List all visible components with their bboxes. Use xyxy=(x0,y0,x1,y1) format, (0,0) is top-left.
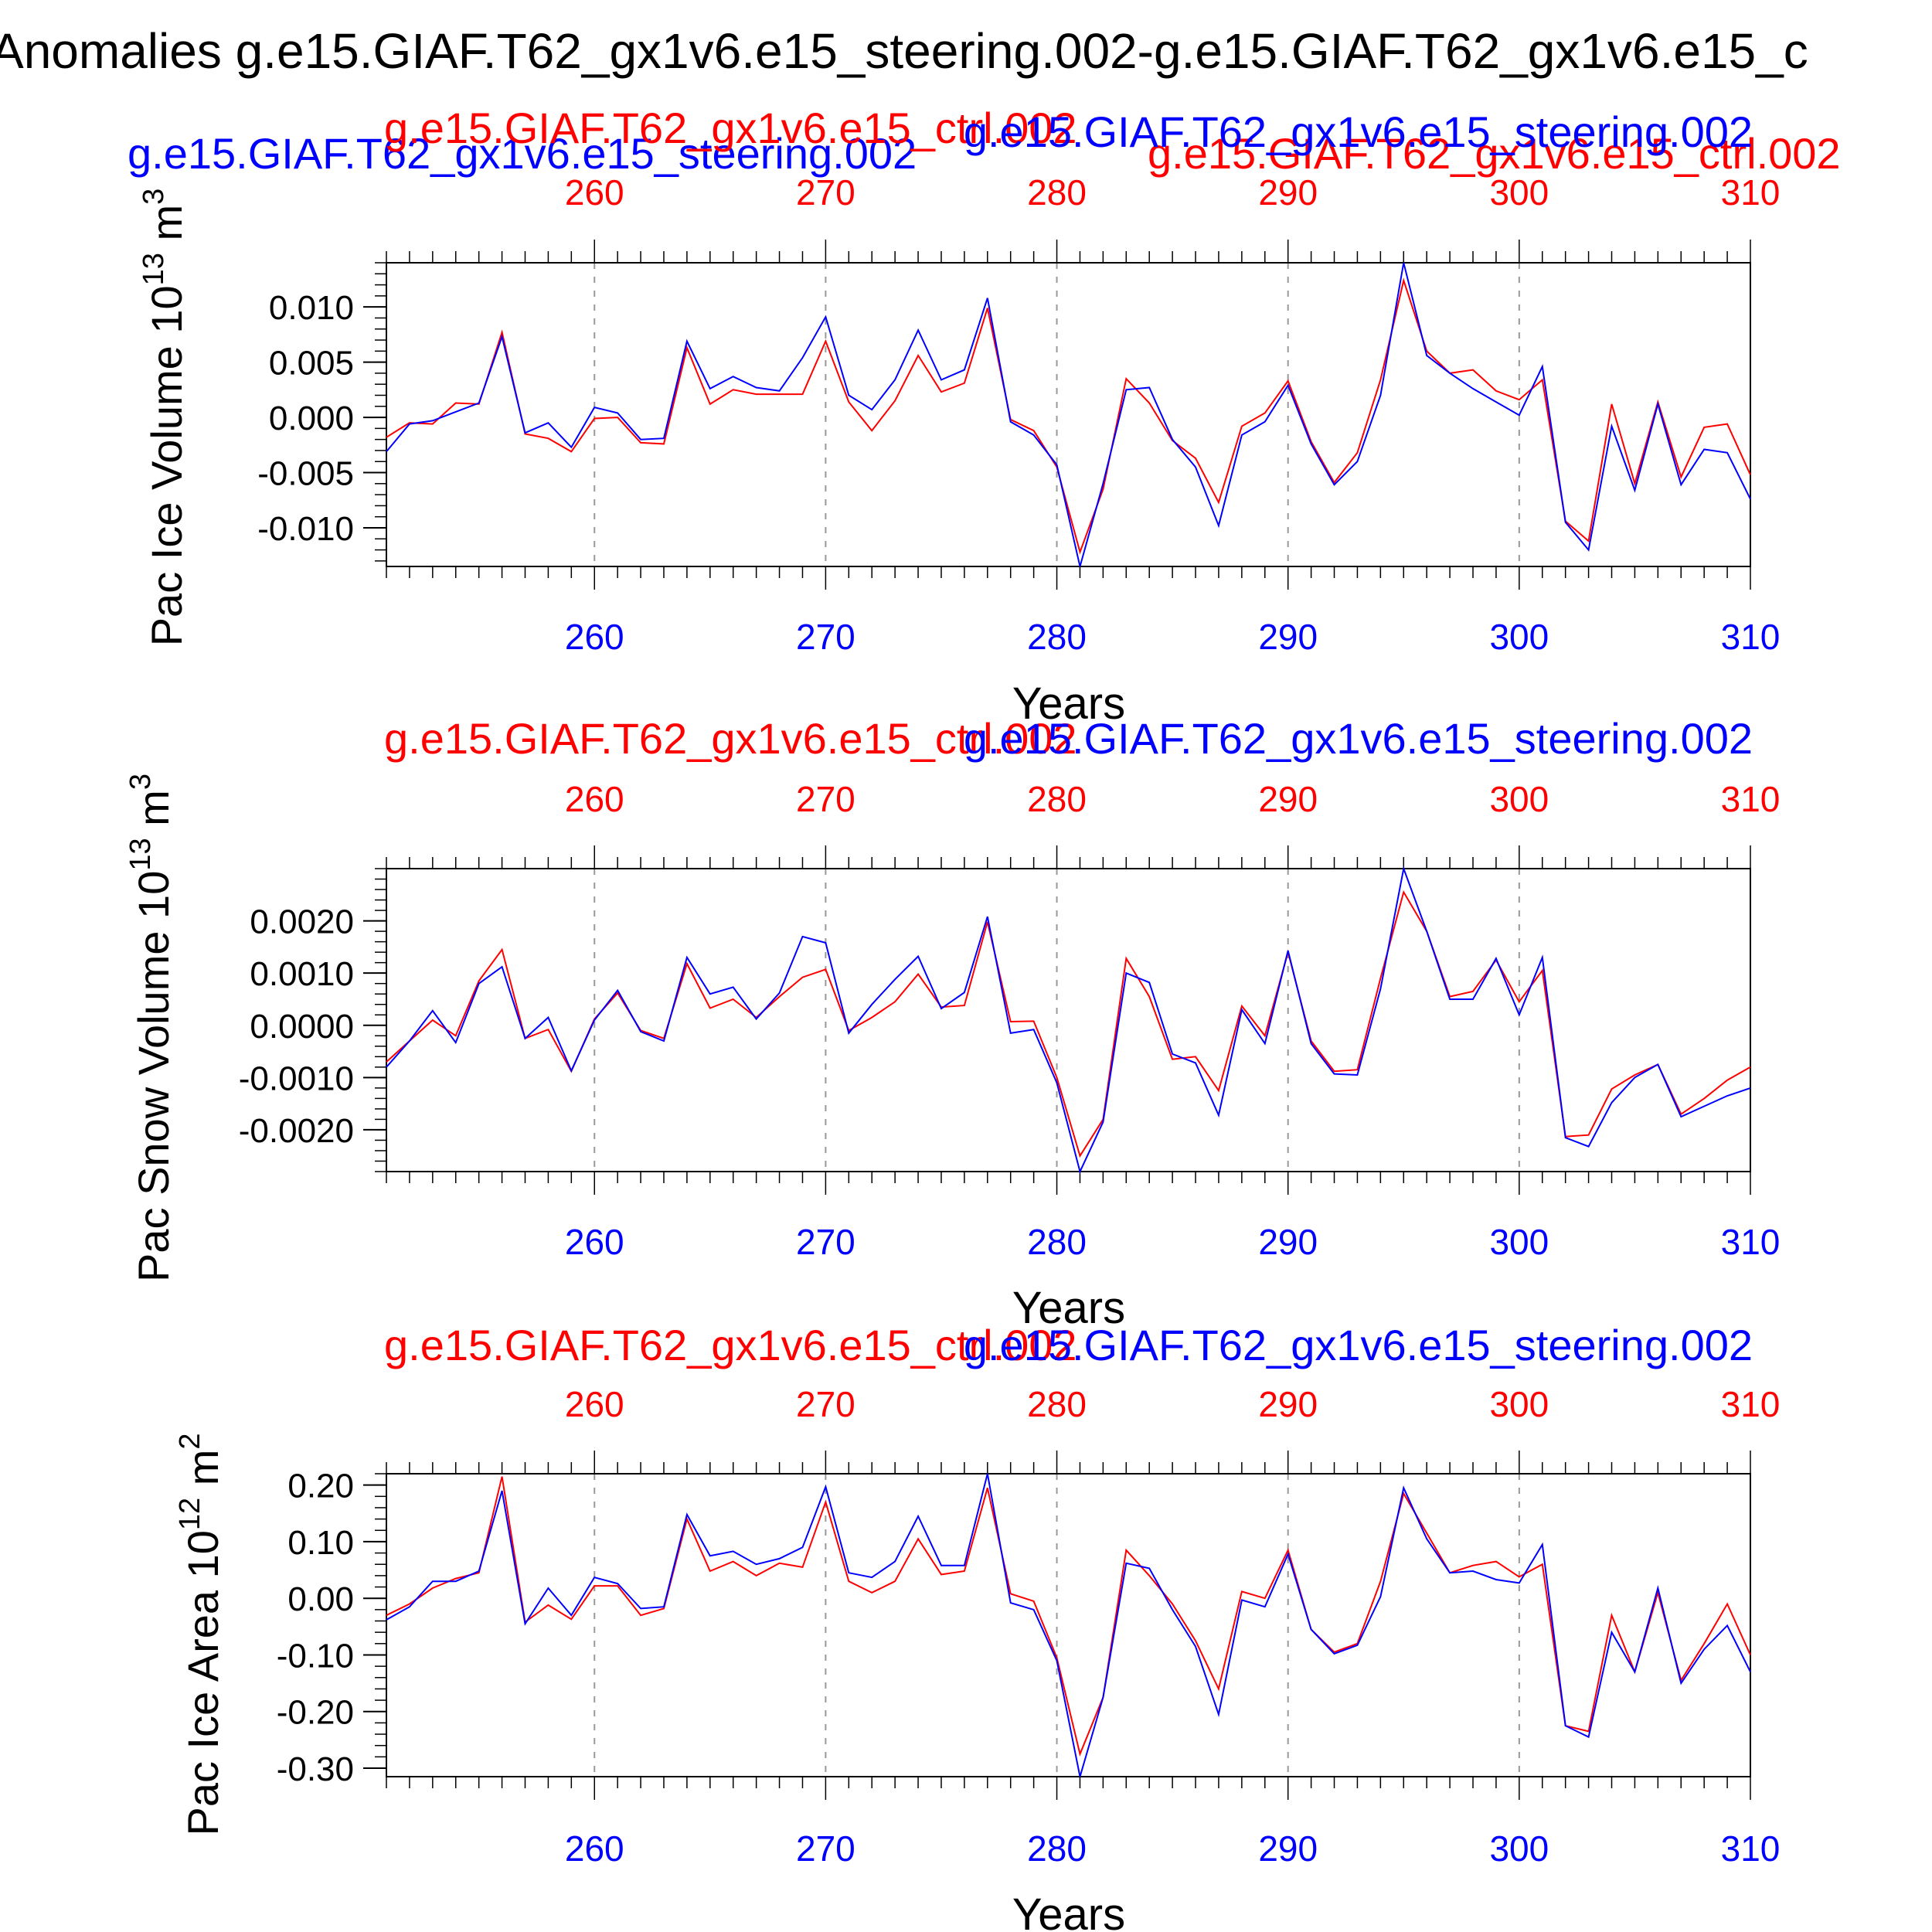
y-tick-label: 0.00 xyxy=(287,1580,354,1618)
y-tick-label: -0.005 xyxy=(257,455,354,493)
legend-ctrl-label: g.e15.GIAF.T62_gx1v6.e15_ctrl.002 xyxy=(384,104,1077,152)
y-tick-label: 0.010 xyxy=(269,289,354,327)
series-line-ctrl xyxy=(386,1476,1751,1757)
x-tick-label-top: 310 xyxy=(1721,1384,1781,1424)
legend-steering-label: g.e15.GIAF.T62_gx1v6.e15_steering.002 xyxy=(964,1321,1753,1369)
x-tick-label-bottom: 280 xyxy=(1027,617,1087,657)
x-axis-label: Years xyxy=(1012,679,1125,729)
x-tick-label-bottom: 300 xyxy=(1489,617,1549,657)
x-tick-label-top: 310 xyxy=(1721,779,1781,819)
y-tick-label: 0.0010 xyxy=(250,955,354,993)
y-axis-label: Pac Snow Volume 1013 m3 xyxy=(124,774,178,1282)
legend-steering-label: g.e15.GIAF.T62_gx1v6.e15_steering.002 xyxy=(964,107,1753,156)
y-tick-label: 0.10 xyxy=(287,1524,354,1562)
x-tick-label-bottom: 280 xyxy=(1027,1828,1087,1869)
y-tick-label: -0.010 xyxy=(257,510,354,548)
y-tick-label: -0.0020 xyxy=(239,1112,354,1150)
chart-panel-3: g.e15.GIAF.T62_gx1v6.e15_ctrl.002g.e15.G… xyxy=(174,1321,1780,1932)
y-tick-label: -0.0010 xyxy=(239,1060,354,1097)
series-line-ctrl xyxy=(386,277,1751,555)
series-line-steering xyxy=(386,1473,1751,1777)
chart-panel-1: g.e15.GIAF.T62_gx1v6.e15_ctrl.002g.e15.G… xyxy=(138,104,1780,729)
x-tick-label-bottom: 270 xyxy=(796,1222,855,1262)
x-tick-label-top: 280 xyxy=(1027,779,1087,819)
x-tick-label-top: 270 xyxy=(796,1384,855,1424)
overlap-label-steering: g.e15.GIAF.T62_gx1v6.e15_steering.002 xyxy=(128,129,917,178)
legend-steering-label: g.e15.GIAF.T62_gx1v6.e15_steering.002 xyxy=(964,714,1753,763)
x-tick-label-top: 280 xyxy=(1027,172,1087,213)
y-tick-label: -0.20 xyxy=(277,1694,354,1732)
series-line-steering xyxy=(386,866,1751,1174)
x-tick-label-top: 260 xyxy=(565,1384,624,1424)
x-tick-label-bottom: 300 xyxy=(1489,1828,1549,1869)
y-tick-label: -0.10 xyxy=(277,1637,354,1675)
y-tick-label: 0.20 xyxy=(287,1468,354,1505)
x-tick-label-bottom: 260 xyxy=(565,1222,624,1262)
plot-frame xyxy=(386,868,1751,1172)
x-tick-label-bottom: 270 xyxy=(796,1828,855,1869)
y-tick-label: -0.30 xyxy=(277,1750,354,1788)
x-tick-label-top: 290 xyxy=(1258,172,1318,213)
series-line-ctrl xyxy=(386,889,1751,1158)
legend-ctrl-label: g.e15.GIAF.T62_gx1v6.e15_ctrl.002 xyxy=(384,714,1077,763)
x-tick-label-bottom: 280 xyxy=(1027,1222,1087,1262)
x-tick-label-top: 270 xyxy=(796,172,855,213)
page-title: Anomalies g.e15.GIAF.T62_gx1v6.e15_steer… xyxy=(0,23,1808,79)
plot-frame xyxy=(386,1473,1751,1777)
y-tick-label: 0.0000 xyxy=(250,1008,354,1046)
chart-panel-2: g.e15.GIAF.T62_gx1v6.e15_ctrl.002g.e15.G… xyxy=(124,714,1780,1333)
x-tick-label-bottom: 310 xyxy=(1721,1828,1781,1869)
y-axis-label: Pac Ice Volume 1013 m3 xyxy=(138,189,191,647)
y-tick-label: 0.0020 xyxy=(250,903,354,941)
x-tick-label-top: 260 xyxy=(565,779,624,819)
x-tick-label-top: 260 xyxy=(565,172,624,213)
x-tick-label-bottom: 310 xyxy=(1721,1222,1781,1262)
x-tick-label-bottom: 310 xyxy=(1721,617,1781,657)
y-axis-label: Pac Ice Area 1012 m2 xyxy=(174,1433,227,1835)
x-tick-label-bottom: 260 xyxy=(565,1828,624,1869)
legend-ctrl-label: g.e15.GIAF.T62_gx1v6.e15_ctrl.002 xyxy=(384,1321,1077,1369)
x-axis-label: Years xyxy=(1012,1283,1125,1333)
plot-frame xyxy=(386,262,1751,567)
x-tick-label-bottom: 300 xyxy=(1489,1222,1549,1262)
series-line-steering xyxy=(386,262,1751,567)
x-tick-label-bottom: 290 xyxy=(1258,1222,1318,1262)
x-tick-label-bottom: 270 xyxy=(796,617,855,657)
x-axis-label: Years xyxy=(1012,1889,1125,1932)
x-tick-label-top: 290 xyxy=(1258,779,1318,819)
x-tick-label-bottom: 260 xyxy=(565,617,624,657)
y-tick-label: 0.000 xyxy=(269,400,354,437)
x-tick-label-top: 310 xyxy=(1721,172,1781,213)
x-tick-label-top: 290 xyxy=(1258,1384,1318,1424)
x-tick-label-top: 300 xyxy=(1489,172,1549,213)
x-tick-label-top: 300 xyxy=(1489,1384,1549,1424)
y-tick-label: 0.005 xyxy=(269,345,354,383)
x-tick-label-top: 300 xyxy=(1489,779,1549,819)
overlap-label-ctrl: g.e15.GIAF.T62_gx1v6.e15_ctrl.002 xyxy=(1148,129,1841,178)
x-tick-label-bottom: 290 xyxy=(1258,617,1318,657)
x-tick-label-bottom: 290 xyxy=(1258,1828,1318,1869)
x-tick-label-top: 280 xyxy=(1027,1384,1087,1424)
x-tick-label-top: 270 xyxy=(796,779,855,819)
